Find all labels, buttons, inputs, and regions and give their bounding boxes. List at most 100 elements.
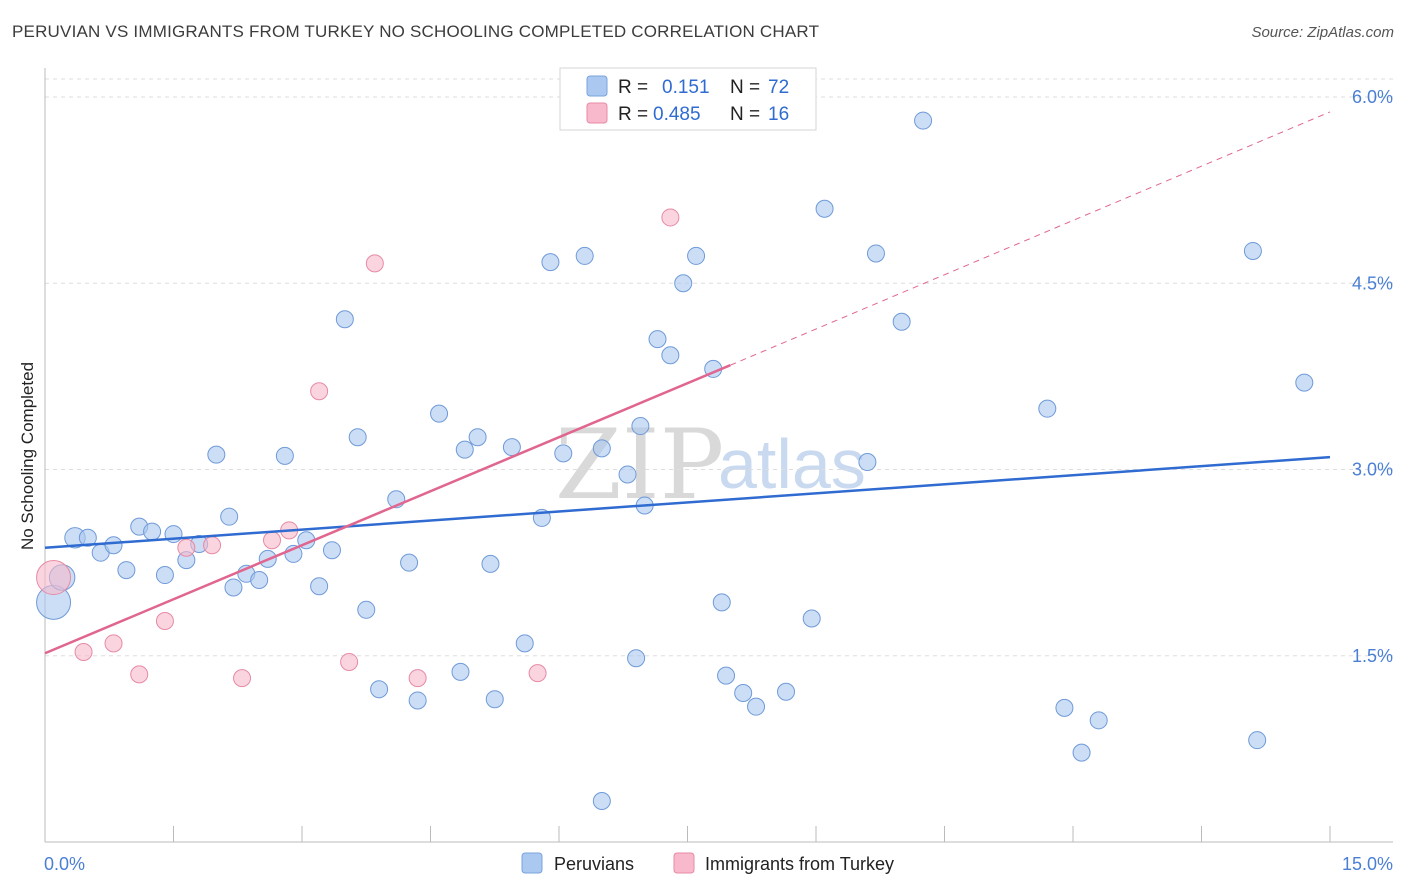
peruvian-point bbox=[468, 428, 487, 447]
peruvian-point bbox=[207, 445, 226, 464]
turkey-points bbox=[36, 208, 680, 688]
source-label: Source: ZipAtlas.com bbox=[1251, 24, 1394, 41]
peruvian-point bbox=[554, 444, 573, 463]
peruvian-point bbox=[455, 440, 474, 459]
y-tick-label: 1.5% bbox=[1352, 646, 1393, 666]
peruvian-point bbox=[914, 111, 933, 130]
peruvian-point bbox=[592, 439, 611, 458]
peruvian-point bbox=[1295, 373, 1314, 392]
watermark-atlas: atlas bbox=[718, 425, 866, 503]
peruvian-point bbox=[618, 465, 637, 484]
peruvian-point bbox=[627, 649, 646, 668]
legend-swatch-turkey bbox=[586, 102, 608, 124]
peruvian-point bbox=[1072, 743, 1091, 762]
turkey-point bbox=[130, 665, 149, 684]
peruvians-trend-line bbox=[44, 455, 1331, 549]
legend-box: R = 0.151 N = 72 R = 0.485 N = 16 bbox=[559, 67, 817, 131]
peruvian-point bbox=[224, 578, 243, 597]
turkey-trend-extension bbox=[730, 111, 1331, 366]
bottom-legend-swatch-turkey bbox=[673, 852, 695, 874]
peruvian-point bbox=[370, 680, 389, 699]
y-tick-label: 6.0% bbox=[1352, 87, 1393, 107]
turkey-point bbox=[177, 538, 196, 557]
peruvian-point bbox=[1248, 731, 1267, 750]
legend-n-value-2: 16 bbox=[768, 104, 789, 125]
peruvian-point bbox=[592, 792, 611, 811]
x-ticks bbox=[44, 826, 1331, 842]
axes bbox=[44, 68, 1393, 843]
legend-r-value-1: 0.151 bbox=[662, 77, 710, 98]
peruvian-point bbox=[892, 312, 911, 331]
legend-n-label-2: N = bbox=[730, 104, 760, 125]
peruvian-point bbox=[155, 566, 174, 585]
peruvian-point bbox=[1055, 698, 1074, 717]
turkey-point bbox=[661, 208, 680, 227]
peruvian-point bbox=[1038, 399, 1057, 418]
turkey-point bbox=[310, 382, 329, 401]
peruvian-point bbox=[322, 541, 341, 560]
peruvian-point bbox=[802, 609, 821, 628]
turkey-trend-line bbox=[44, 364, 731, 655]
legend-r-label-2: R = bbox=[618, 104, 648, 125]
peruvian-point bbox=[815, 199, 834, 218]
turkey-point bbox=[155, 611, 174, 630]
legend-r-value-2: 0.485 bbox=[653, 104, 701, 125]
turkey-point bbox=[365, 254, 384, 273]
bottom-legend-swatch-peruvians bbox=[521, 852, 543, 874]
peruvian-point bbox=[310, 577, 329, 596]
peruvian-point bbox=[335, 310, 354, 329]
peruvian-point bbox=[408, 691, 427, 710]
x-tick-label-max: 15.0% bbox=[1342, 854, 1393, 874]
peruvian-point bbox=[674, 274, 693, 293]
peruvian-point bbox=[747, 697, 766, 716]
peruvian-point bbox=[451, 662, 470, 681]
peruvian-point bbox=[734, 684, 753, 702]
peruvian-point bbox=[78, 528, 97, 547]
peruvian-point bbox=[661, 346, 680, 365]
turkey-point bbox=[263, 531, 282, 550]
legend-n-label-1: N = bbox=[730, 77, 760, 98]
peruvian-point bbox=[631, 417, 650, 436]
turkey-point bbox=[340, 652, 359, 671]
turkey-point bbox=[528, 664, 547, 683]
y-tick-label: 3.0% bbox=[1352, 460, 1393, 480]
peruvian-point bbox=[866, 244, 885, 263]
peruvian-point bbox=[717, 666, 736, 685]
peruvian-point bbox=[400, 553, 419, 572]
turkey-point bbox=[233, 669, 252, 688]
peruvian-point bbox=[481, 554, 500, 573]
legend-n-value-1: 72 bbox=[768, 77, 789, 98]
peruvian-point bbox=[275, 446, 294, 465]
bottom-legend-label-peruvians: Peruvians bbox=[554, 854, 634, 874]
peruvian-point bbox=[712, 593, 731, 612]
turkey-point bbox=[74, 643, 93, 662]
peruvian-point bbox=[220, 507, 239, 526]
bottom-legend-label-turkey: Immigrants from Turkey bbox=[705, 854, 894, 874]
peruvian-point bbox=[1243, 241, 1262, 260]
peruvian-point bbox=[515, 634, 534, 653]
peruvian-point bbox=[250, 571, 269, 590]
peruvian-point bbox=[502, 438, 521, 457]
peruvian-point bbox=[104, 536, 123, 555]
legend-swatch-peruvians bbox=[586, 75, 608, 97]
bottom-legend: Peruvians Immigrants from Turkey bbox=[521, 852, 894, 874]
turkey-point bbox=[104, 634, 123, 653]
y-tick-label: 4.5% bbox=[1352, 273, 1393, 293]
peruvian-point bbox=[687, 246, 706, 265]
turkey-point bbox=[203, 536, 222, 555]
trend-lines bbox=[44, 111, 1331, 655]
y-tick-labels: 1.5% 3.0% 4.5% 6.0% bbox=[1352, 87, 1393, 666]
peruvian-point bbox=[485, 690, 504, 709]
peruvian-point bbox=[1089, 711, 1108, 730]
peruvian-point bbox=[348, 428, 367, 447]
y-axis-title: No Schooling Completed bbox=[18, 362, 37, 550]
peruvian-point bbox=[858, 453, 877, 472]
peruvian-point bbox=[575, 246, 594, 265]
peruvian-point bbox=[777, 682, 796, 701]
peruvian-point bbox=[648, 330, 667, 349]
peruvian-point bbox=[541, 253, 560, 272]
peruvians-points bbox=[36, 111, 1314, 811]
chart-title: PERUVIAN VS IMMIGRANTS FROM TURKEY NO SC… bbox=[12, 22, 820, 41]
peruvian-point bbox=[117, 561, 136, 580]
